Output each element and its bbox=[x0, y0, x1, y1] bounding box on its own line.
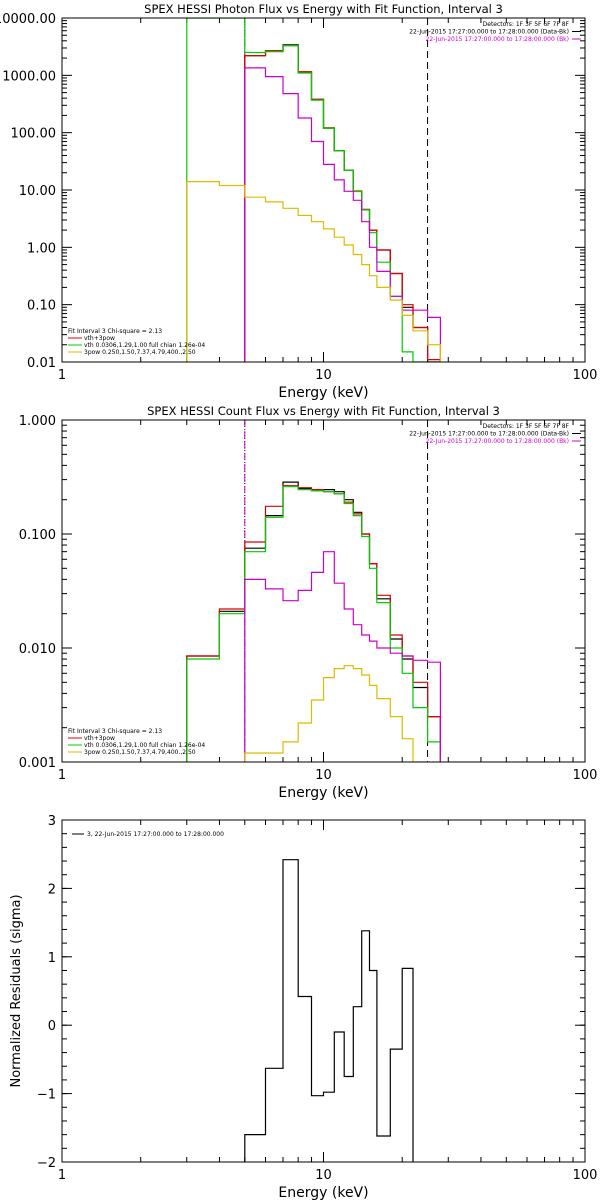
y-tick-label: 100.00 bbox=[11, 127, 57, 142]
series-background bbox=[244, 67, 441, 362]
y-tick-label: 0.10 bbox=[27, 299, 56, 314]
y-tick-label: 0.010 bbox=[19, 642, 56, 657]
series-data bbox=[244, 44, 441, 362]
x-tick-label: 10 bbox=[315, 1168, 332, 1183]
y-tick-label: −2 bbox=[37, 1156, 56, 1171]
y-tick-label: 10000.00 bbox=[0, 12, 56, 27]
y-tick-label: 0 bbox=[48, 1019, 56, 1034]
y-tick-label: 0.001 bbox=[19, 756, 56, 771]
legend-label: vth 0.0306,1.29,1.00 full chian 1.26e-04 bbox=[84, 342, 205, 349]
chart-title: SPEX HESSI Photon Flux vs Energy with Fi… bbox=[144, 2, 503, 16]
x-tick-label: 100 bbox=[573, 368, 598, 383]
legend-label: vth+3pow bbox=[84, 335, 115, 342]
series-3pow bbox=[244, 665, 428, 762]
y-tick-label: 0.100 bbox=[19, 528, 56, 543]
plot-frame bbox=[61, 819, 586, 1163]
header-line: 22-Jun-2015 17:27:00.000 to 17:28:00.000… bbox=[409, 29, 569, 36]
chart-title: SPEX HESSI Count Flux vs Energy with Fit… bbox=[147, 404, 500, 418]
header-line: 22-Jun-2015 17:27:00.000 to 17:28:00.000… bbox=[426, 36, 569, 43]
x-axis-label: Energy (keV) bbox=[278, 1185, 368, 1200]
header-line: Detectors: 1F 3F 5F 6F 7F 8F bbox=[483, 423, 570, 430]
x-tick-label: 100 bbox=[573, 768, 598, 783]
plot-frame bbox=[61, 17, 586, 363]
header-line: 22-Jun-2015 17:27:00.000 to 17:28:00.000… bbox=[409, 431, 569, 438]
legend-label: vth 0.0306,1.29,1.00 full chian 1.26e-04 bbox=[84, 742, 205, 749]
plot-area bbox=[186, 18, 441, 362]
x-tick-label: 1 bbox=[58, 1168, 66, 1183]
legend-label: 3, 22-Jun-2015 17:27:00.000 to 17:28:00.… bbox=[87, 831, 224, 838]
y-tick-label: 0.01 bbox=[27, 356, 56, 371]
y-tick-label: 3 bbox=[48, 814, 56, 829]
x-tick-label: 1 bbox=[58, 368, 66, 383]
x-axis-label: Energy (keV) bbox=[278, 785, 368, 801]
header-line: 22-Jun-2015 17:27:00.000 to 17:28:00.000… bbox=[426, 438, 569, 445]
chart-panel-2: SPEX HESSI Count Flux vs Energy with Fit… bbox=[19, 404, 598, 801]
x-tick-label: 10 bbox=[315, 768, 332, 783]
legend-title: Fit Interval 3 Chi-square = 2.13 bbox=[68, 328, 162, 335]
y-tick-label: 1 bbox=[48, 951, 56, 966]
y-tick-label: 2 bbox=[48, 882, 56, 897]
x-tick-label: 1 bbox=[58, 768, 66, 783]
series-residuals bbox=[244, 859, 414, 1162]
series-vth-3pow bbox=[244, 45, 441, 362]
y-tick-label: 1000.00 bbox=[2, 69, 56, 84]
legend-label: 3pow 0.250,1.50,7.37,4.79,400.,2.50 bbox=[84, 349, 196, 356]
y-tick-label: 1.000 bbox=[19, 414, 56, 429]
series-3pow bbox=[186, 181, 441, 362]
legend-label: 3pow 0.250,1.50,7.37,4.79,400.,2.50 bbox=[84, 749, 196, 756]
legend-label: vth+3pow bbox=[84, 735, 115, 742]
x-tick-label: 10 bbox=[315, 368, 332, 383]
y-tick-label: 10.00 bbox=[19, 184, 56, 199]
x-tick-label: 100 bbox=[573, 1168, 598, 1183]
chart-panel-1: SPEX HESSI Photon Flux vs Energy with Fi… bbox=[0, 2, 597, 401]
plot-frame bbox=[61, 419, 586, 763]
y-tick-label: 1.00 bbox=[27, 241, 56, 256]
plot-area bbox=[186, 420, 441, 762]
plot-area bbox=[244, 859, 414, 1162]
series-vth bbox=[186, 486, 441, 762]
y-axis-label: Normalized Residuals (sigma) bbox=[9, 894, 24, 1087]
series-background bbox=[244, 551, 441, 762]
legend-title: Fit Interval 3 Chi-square = 2.13 bbox=[68, 728, 162, 735]
x-axis-label: Energy (keV) bbox=[278, 385, 368, 401]
y-tick-label: −1 bbox=[37, 1088, 56, 1103]
header-line: Detectors: 1F 3F 5F 6F 7F 8F bbox=[483, 21, 570, 28]
